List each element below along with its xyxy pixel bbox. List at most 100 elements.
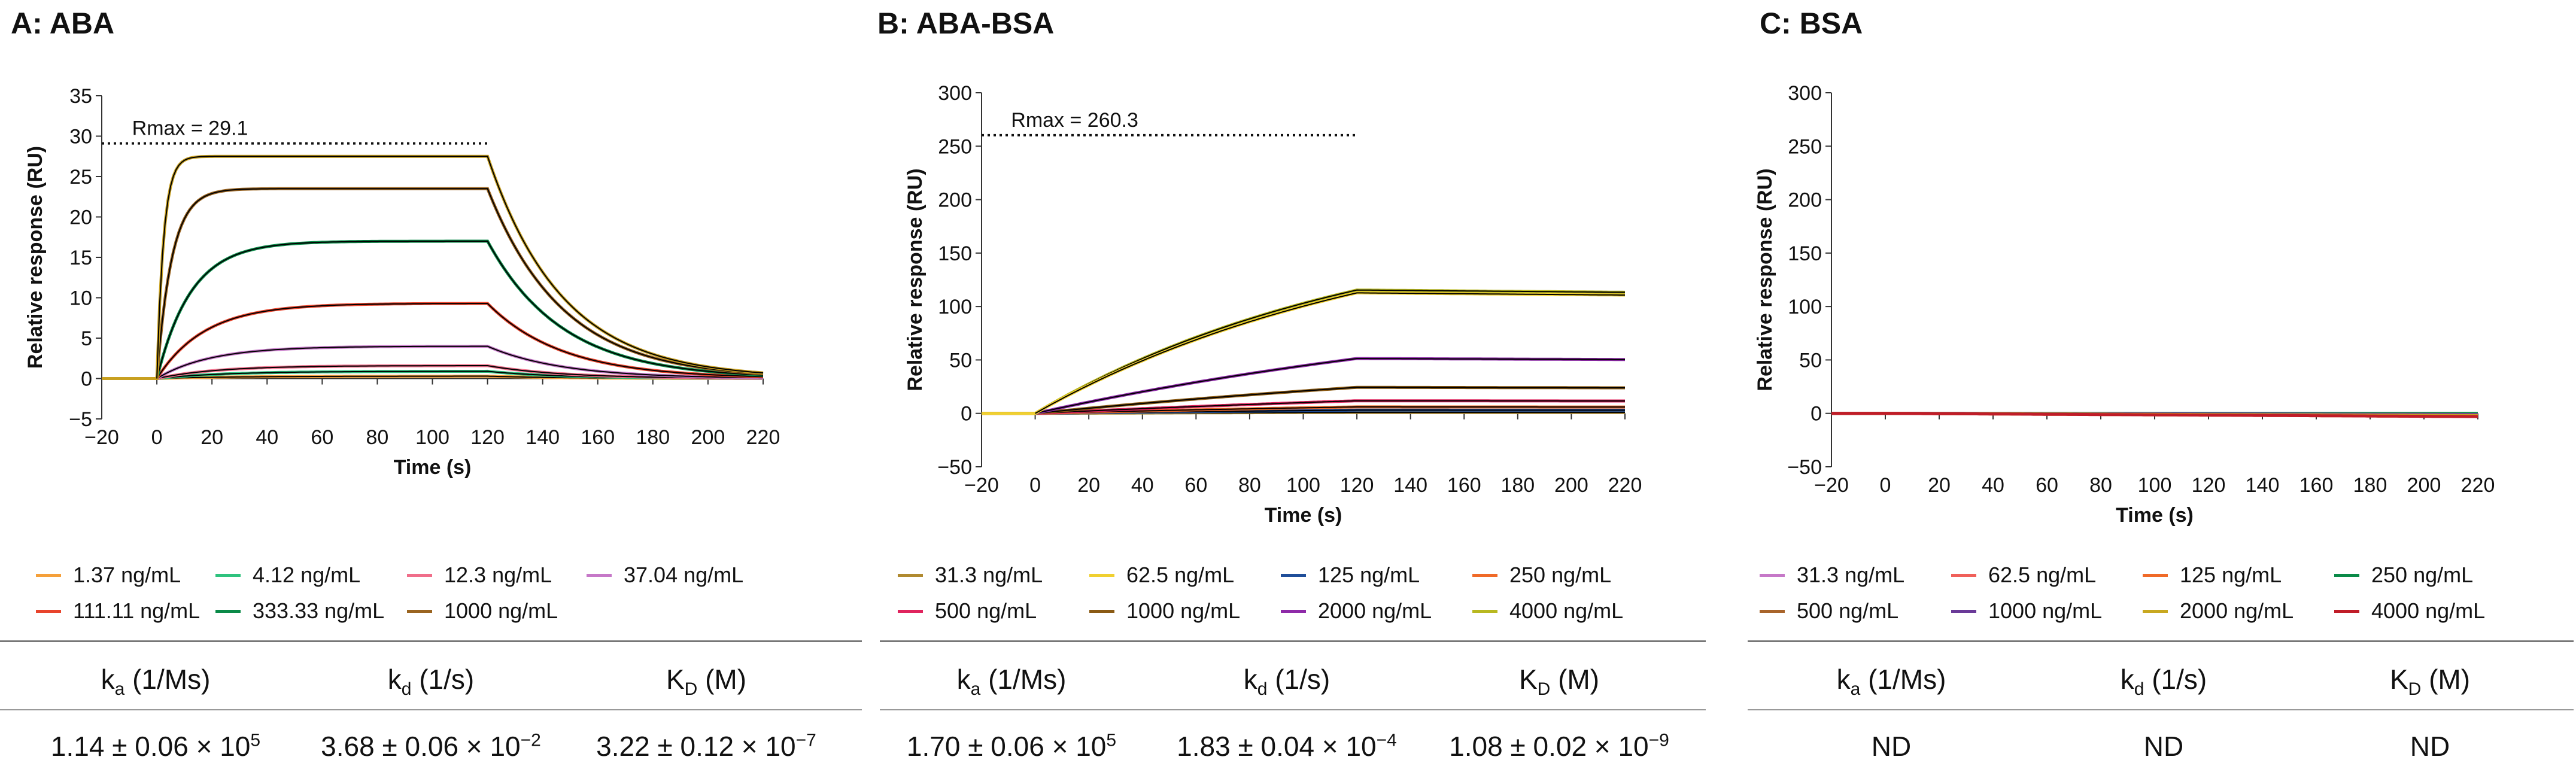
chart-c: −50 0 50 100 150 200 250 300 −20 0 20 40 60 80 100 120 1… (1754, 82, 2495, 527)
y-axis-title: Relative response (RU) (24, 146, 47, 369)
legend-label: 4.12 ng/mL (253, 563, 361, 587)
legend-label: 31.3 ng/mL (935, 563, 1043, 587)
sensorgram-curve (102, 187, 764, 380)
table-top-rule (880, 640, 1706, 642)
y-tick-label: 300 (1788, 82, 1822, 105)
fit-curve (156, 345, 763, 379)
y-tick-label: 100 (938, 296, 972, 318)
y-tick-label: 20 (69, 206, 92, 229)
KD-value: ND (2410, 731, 2450, 762)
panel-title: B: ABA-BSA (877, 7, 1055, 40)
legend-swatch (587, 573, 612, 577)
y-tick-label: 200 (938, 189, 972, 212)
KD-header: KD (M) (1518, 664, 1600, 700)
x-tick-label: 40 (1131, 474, 1154, 497)
fit-curve (1035, 289, 1626, 414)
x-tick-label: 80 (1238, 474, 1261, 497)
x-axis-title: Time (s) (394, 456, 472, 479)
x-tick-label: 100 (1286, 474, 1320, 497)
y-tick-label: 200 (1788, 189, 1822, 212)
table-header-rule (1748, 709, 2574, 710)
x-tick-label: 20 (1077, 474, 1100, 497)
legend-item: 2000 ng/mL (1281, 598, 1432, 624)
fit-curve (1035, 387, 1625, 414)
panel-title: C: BSA (1760, 7, 1863, 40)
x-tick-label: 0 (1880, 474, 1891, 497)
y-tick-label: 5 (81, 327, 92, 350)
legend-swatch (215, 609, 241, 613)
legend-swatch (2334, 609, 2359, 613)
x-axis-title: Time (s) (1265, 504, 1342, 527)
x-tick-label: 0 (1029, 474, 1041, 497)
legend-item: 31.3 ng/mL (898, 563, 1043, 588)
legend-label: 1000 ng/mL (1988, 598, 2103, 623)
fit-curve (1035, 292, 1625, 414)
legend-swatch (1951, 609, 1976, 613)
legend-swatch (1089, 609, 1114, 613)
legend-item: 1000 ng/mL (1951, 598, 2102, 624)
legend-item: 62.5 ng/mL (1089, 563, 1234, 588)
fit-curve (156, 303, 764, 379)
ka-header: ka (1/Ms) (101, 664, 211, 700)
legend-label: 4000 ng/mL (1509, 598, 1624, 623)
legend-swatch (215, 573, 241, 577)
legend-item: 12.3 ng/mL (407, 563, 552, 588)
x-axis-title: Time (s) (2116, 504, 2194, 527)
rmax-label: Rmax = 29.1 (132, 117, 248, 140)
panel-a: A: ABA −5 0 5 10 15 20 25 30 35 −20 0 20 40 60 80 100 12… (0, 0, 862, 778)
y-axis-title: Relative response (RU) (904, 168, 926, 391)
panel-b: B: ABA-BSA −50 0 50 100 150 200 250 300 −20 0 20 40… (862, 0, 1724, 778)
kd-value: 1.83 ± 0.04 × 10−4 (1177, 730, 1397, 762)
x-tick-label: 60 (311, 426, 333, 449)
legend-item: 37.04 ng/mL (587, 563, 743, 588)
y-tick-label: 250 (938, 135, 972, 158)
y-tick-label: 50 (949, 349, 972, 372)
y-tick-label: 150 (1788, 242, 1822, 265)
legend-label: 500 ng/mL (1797, 598, 1899, 623)
legend-label: 500 ng/mL (935, 598, 1037, 623)
y-tick-label: 10 (69, 287, 92, 310)
legend-label: 333.33 ng/mL (253, 598, 385, 623)
y-tick-label: 300 (938, 82, 972, 105)
legend-swatch (2143, 609, 2168, 613)
legend-swatch (1281, 609, 1306, 613)
x-tick-label: 200 (1554, 474, 1588, 497)
x-tick-label: 120 (2192, 474, 2226, 497)
legend-label: 125 ng/mL (2180, 563, 2282, 587)
legend-label: 250 ng/mL (1509, 563, 1612, 587)
table-top-rule (1748, 640, 2574, 642)
ka-value: ND (1871, 731, 1912, 762)
legend-item: 1000 ng/mL (1089, 598, 1240, 624)
x-tick-label: −20 (84, 426, 119, 449)
kd-header: kd (1/s) (1243, 664, 1330, 700)
x-tick-label: 220 (2461, 474, 2495, 497)
x-tick-label: 120 (470, 426, 505, 449)
legend-swatch (1472, 609, 1497, 613)
y-tick-label: 150 (938, 242, 972, 265)
table-top-rule (0, 640, 862, 642)
sensorgram-curve (982, 291, 1625, 415)
legend-label: 1000 ng/mL (1126, 598, 1241, 623)
x-tick-label: −20 (964, 474, 999, 497)
sensorgram-curve (982, 357, 1625, 415)
fit-curve (1035, 400, 1625, 414)
sensorgram-curve (982, 288, 1626, 415)
legend-label: 250 ng/mL (2371, 563, 2474, 587)
legend-label: 4000 ng/mL (2371, 598, 2486, 623)
legend-item: 333.33 ng/mL (215, 598, 384, 624)
legend-label: 2000 ng/mL (2180, 598, 2294, 623)
legend-label: 2000 ng/mL (1318, 598, 1432, 623)
x-tick-label: 180 (636, 426, 670, 449)
x-tick-label: 160 (1447, 474, 1481, 497)
legend-item: 1000 ng/mL (407, 598, 558, 624)
legend-item: 4000 ng/mL (1472, 598, 1623, 624)
y-tick-label: 0 (961, 403, 972, 426)
x-tick-label: 80 (2089, 474, 2112, 497)
fit-curve (156, 241, 764, 379)
rmax-label: Rmax = 260.3 (1011, 109, 1138, 132)
fit-curve (156, 156, 764, 379)
chart-a: −5 0 5 10 15 20 25 30 35 −20 0 20 40 60 80 100 120 140 160… (24, 85, 780, 479)
x-tick-label: 60 (2036, 474, 2058, 497)
y-tick-label: 0 (81, 368, 92, 391)
x-tick-label: 120 (1340, 474, 1374, 497)
